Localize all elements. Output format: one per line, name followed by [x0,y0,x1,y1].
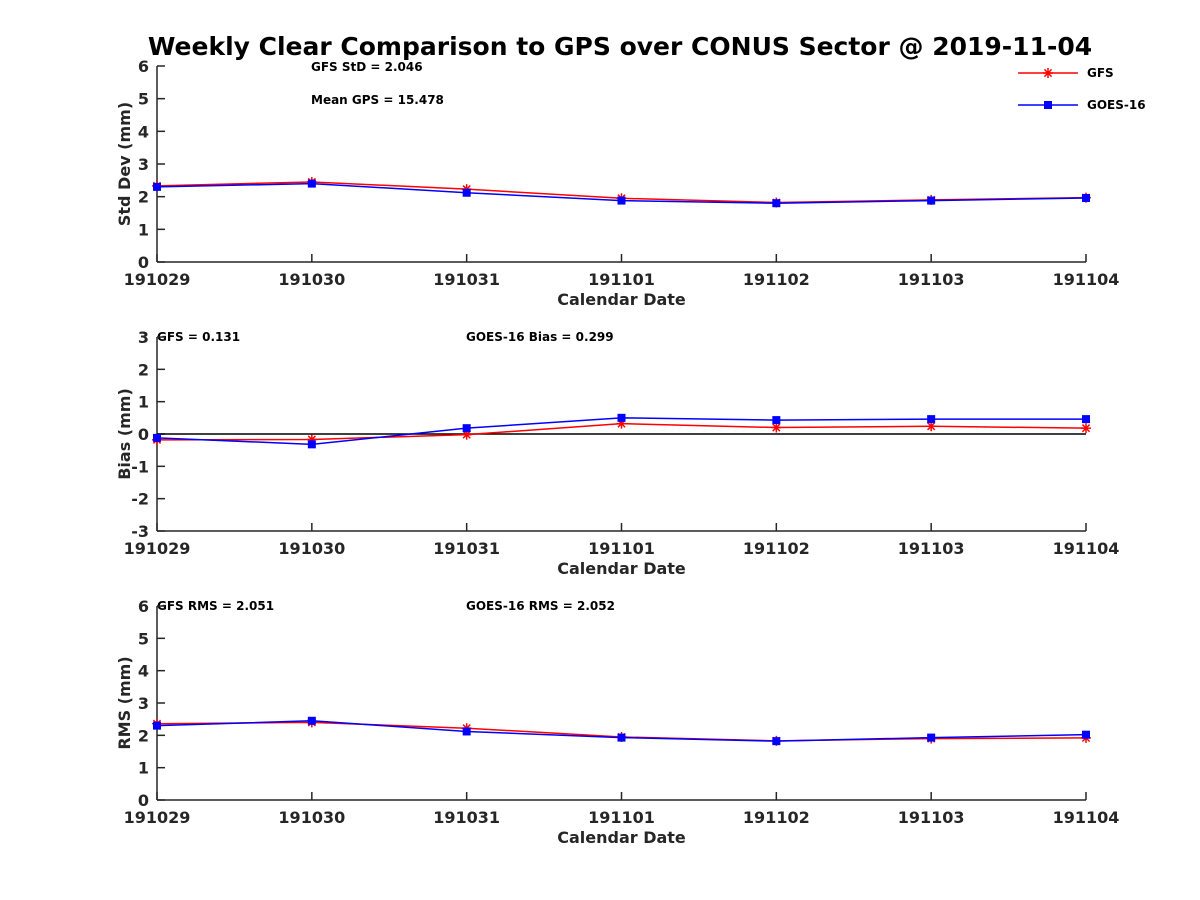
rms-x-tick-label: 191029 [124,808,191,827]
rms-goes16-point [153,721,161,730]
rms-y-tick-label: 6 [138,597,149,616]
stddev-y-tick-label: 3 [138,155,149,174]
bias-x-tick-label: 191104 [1053,539,1120,558]
stddev-goes16-point [153,182,161,191]
bias-y-tick-label: -3 [131,522,149,541]
stddev-x-tick-label: 191104 [1053,270,1120,289]
legend-goes16-marker [1044,101,1052,109]
bias-y-axis-label: Bias (mm) [115,388,134,480]
bias-y-tick-label: 3 [138,328,149,347]
figure-title: Weekly Clear Comparison to GPS over CONU… [148,32,1092,61]
bias-x-tick-label: 191031 [433,539,500,558]
rms-y-tick-label: 1 [138,759,149,778]
mean-gps-annotation: Mean GPS = 15.478 [311,93,444,107]
rms-x-tick-label: 191103 [898,808,965,827]
stddev-panel: GFS StD = 2.046 Mean GPS = 15.478 0 1 2 3 4 5… [115,57,1119,309]
stddev-y-tick-label: 5 [138,90,149,109]
rms-x-axis-label: Calendar Date [557,828,686,847]
stddev-y-tick-label: 1 [138,220,149,239]
bias-x-tick-label: 191101 [588,539,655,558]
rms-x-tick-label: 191102 [743,808,810,827]
bias-goes16-point [153,433,161,442]
bias-y-tick-label: -2 [131,490,149,509]
bias-gfs-point [1081,423,1091,434]
rms-y-tick-label: 4 [138,662,149,681]
bias-panel: GFS = 0.131 GOES-16 Bias = 0.299 -3 -2 -1 0… [115,328,1119,578]
bias-goes16-point [462,424,471,433]
legend: GFS GOES-16 [1018,66,1146,112]
rms-panel: GFS RMS = 2.051 GOES-16 RMS = 2.052 0 1 2 3… [115,597,1119,847]
legend-entry-gfs: GFS [1018,66,1114,80]
bias-y-tick-label: 1 [138,393,149,412]
legend-goes16-label: GOES-16 [1087,98,1146,112]
bias-y-tick-label: -1 [131,457,149,476]
legend-gfs-label: GFS [1087,66,1114,80]
rms-y-tick-label: 2 [138,726,149,745]
bias-x-tick-label: 191029 [124,539,191,558]
rms-goes16-point [1082,730,1090,739]
bias-goes16-point [772,416,781,425]
bias-y-tick-label: 2 [138,360,149,379]
stddev-y-tick-label: 4 [138,122,149,141]
bias-goes16-point [307,440,316,449]
legend-goes16-square [1044,101,1052,109]
legend-gfs-marker [1043,68,1053,78]
bias-x-axis-label: Calendar Date [557,559,686,578]
bias-goes16-point [927,415,936,424]
rms-goes16-point [617,733,626,742]
bias-x-tick-label: 191030 [278,539,345,558]
stddev-x-tick-label: 191103 [898,270,965,289]
stddev-x-tick-label: 191030 [278,270,345,289]
gfs-rms-annotation: GFS RMS = 2.051 [157,599,274,613]
bias-gfs-point [926,421,937,432]
goes-rms-annotation: GOES-16 RMS = 2.052 [466,599,615,613]
stddev-goes16-point [307,179,316,188]
bias-goes16-point [617,413,626,422]
gfs-bias-annotation: GFS = 0.131 [157,330,240,344]
gfs-stddev-annotation: GFS StD = 2.046 [311,60,423,74]
rms-x-tick-label: 191031 [433,808,500,827]
stddev-x-tick-label: 191102 [743,270,810,289]
rms-goes16-point [462,727,471,736]
stddev-goes16-point [1082,193,1090,202]
stddev-y-tick-label: 2 [138,188,149,207]
stddev-goes16-point [927,196,936,205]
bias-y-tick-label: 0 [138,425,149,444]
rms-x-tick-label: 191101 [588,808,655,827]
rms-x-tick-label: 191030 [278,808,345,827]
stddev-x-tick-label: 191031 [433,270,500,289]
stddev-goes16-point [617,196,626,205]
rms-y-tick-label: 5 [138,629,149,648]
rms-goes16-point [772,737,781,746]
stddev-x-tick-label: 191101 [588,270,655,289]
rms-x-tick-label: 191104 [1053,808,1120,827]
stddev-goes16-point [772,199,781,208]
legend-entry-goes16: GOES-16 [1018,98,1146,112]
goes-bias-annotation: GOES-16 Bias = 0.299 [466,330,614,344]
stddev-y-axis-label: Std Dev (mm) [115,102,134,226]
stddev-x-tick-label: 191029 [124,270,191,289]
bias-x-tick-label: 191102 [743,539,810,558]
bias-gfs-point [771,422,782,433]
bias-goes16-point [1082,415,1090,424]
legend-gfs-asterisk [1043,68,1053,78]
rms-y-tick-label: 3 [138,694,149,713]
stddev-y-tick-label: 6 [138,57,149,76]
rms-goes16-point [927,733,936,742]
stddev-x-axis-label: Calendar Date [557,290,686,309]
rms-y-axis-label: RMS (mm) [115,656,134,749]
rms-y-tick-label: 0 [138,791,149,810]
stddev-goes16-point [462,188,471,197]
rms-goes16-point [307,716,316,725]
bias-gfs-point [461,429,472,440]
bias-x-tick-label: 191103 [898,539,965,558]
stddev-y-tick-label: 0 [138,253,149,272]
